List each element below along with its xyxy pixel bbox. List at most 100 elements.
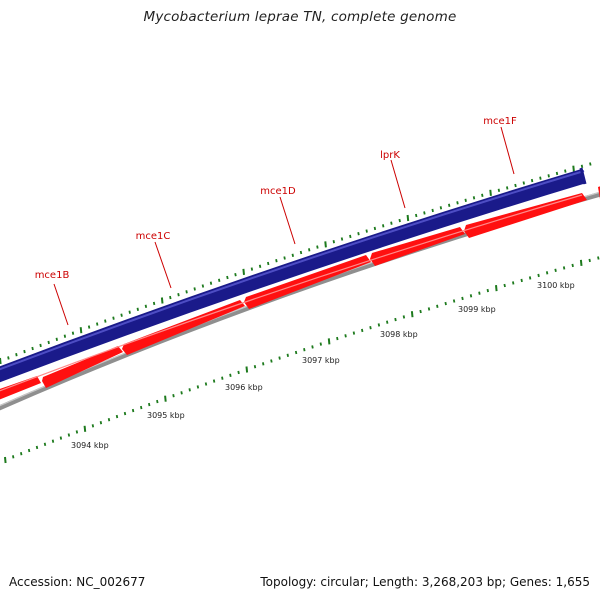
gene-label-mce1C: mce1C [136, 231, 172, 289]
minor-tick [185, 290, 188, 294]
gene-label: lprK [380, 150, 400, 161]
minor-tick [286, 353, 289, 357]
gene-leader-line [390, 159, 406, 209]
major-tick [164, 395, 167, 402]
minor-tick [431, 208, 434, 213]
gene-label-mce1F: mce1F [483, 116, 517, 175]
minor-tick [115, 414, 119, 419]
minor-tick [415, 213, 418, 218]
scale-label: 3100 kbp [537, 281, 575, 290]
genome-title: Mycobacterium leprae TN, complete genome [143, 9, 457, 25]
minor-tick [472, 196, 476, 200]
minor-tick [12, 455, 15, 459]
minor-tick [229, 373, 232, 377]
minor-tick [597, 256, 600, 260]
minor-tick [128, 310, 131, 314]
minor-tick [262, 362, 265, 366]
minor-tick [209, 281, 213, 285]
minor-tick [344, 334, 347, 338]
minor-tick [514, 183, 517, 188]
minor-tick [512, 281, 515, 285]
minor-tick [15, 353, 18, 357]
forward-strand-track-highlight [0, 170, 585, 371]
minor-tick [382, 224, 385, 228]
minor-tick [589, 162, 592, 166]
minor-tick [75, 430, 79, 434]
minor-tick [39, 343, 42, 348]
minor-tick [588, 258, 591, 263]
minor-tick [20, 452, 23, 456]
minor-tick [112, 316, 115, 320]
accession-label: Accession: NC_002677 [9, 575, 146, 589]
minor-tick [506, 186, 509, 190]
minor-tick [530, 178, 534, 183]
major-tick [0, 357, 2, 365]
minor-tick [303, 348, 306, 352]
major-tick [4, 456, 7, 464]
minor-tick [144, 304, 148, 308]
minor-tick [386, 320, 389, 324]
scale-label: 3096 kbp [225, 383, 263, 392]
minor-tick [35, 445, 39, 450]
scale-label: 3099 kbp [458, 305, 496, 314]
major-tick [160, 297, 164, 304]
minor-tick [481, 193, 484, 197]
minor-tick [177, 293, 180, 297]
minor-tick [7, 356, 10, 360]
major-tick [79, 327, 83, 334]
minor-tick [250, 267, 254, 271]
gene-label: mce1C [136, 231, 171, 242]
minor-tick [319, 342, 322, 346]
scale-label: 3094 kbp [71, 441, 109, 450]
gene-label-mce1B: mce1B [35, 270, 69, 326]
minor-tick [361, 328, 364, 333]
minor-tick [31, 346, 34, 351]
scale-labels: 3094 kbp 3095 kbp 3096 kbp 3097 kbp 3098… [71, 281, 575, 450]
minor-tick [349, 234, 352, 239]
minor-tick [140, 405, 143, 410]
minor-tick [51, 439, 55, 443]
minor-tick [486, 288, 489, 293]
minor-tick [439, 206, 443, 210]
minor-tick [212, 379, 216, 383]
minor-tick [373, 226, 377, 231]
major-tick [242, 268, 245, 275]
minor-tick [456, 201, 459, 205]
major-tick [489, 189, 492, 196]
minor-tick [204, 382, 208, 386]
major-tick [406, 214, 410, 222]
gene-label-mce1D: mce1D [260, 186, 296, 245]
minor-tick [120, 313, 123, 317]
minor-tick [448, 203, 451, 207]
minor-tick [148, 402, 151, 407]
minor-tick [537, 273, 540, 278]
minor-tick [201, 284, 205, 288]
minor-tick [221, 376, 224, 380]
major-tick [327, 338, 331, 345]
minor-tick [554, 268, 557, 272]
minor-tick [43, 442, 47, 446]
minor-tick [394, 317, 397, 322]
major-tick [324, 241, 327, 248]
minor-tick [377, 323, 381, 327]
minor-tick [99, 421, 103, 425]
minor-tick [237, 370, 240, 375]
minor-tick [497, 188, 501, 192]
gene-arrow [42, 346, 123, 388]
minor-tick [196, 385, 200, 389]
gene-label: mce1D [260, 186, 296, 197]
minor-tick [123, 411, 127, 416]
scale-label: 3095 kbp [147, 411, 185, 420]
minor-tick [136, 307, 139, 311]
minor-tick [580, 164, 584, 168]
minor-tick [234, 273, 237, 277]
major-tick [579, 259, 583, 266]
minor-tick [275, 259, 278, 263]
major-tick [495, 285, 498, 292]
minor-tick [67, 433, 71, 437]
major-tick [83, 425, 87, 432]
gene-leader-line [279, 196, 296, 245]
minor-tick [547, 174, 550, 178]
minor-tick [423, 211, 426, 215]
minor-tick [427, 307, 431, 311]
